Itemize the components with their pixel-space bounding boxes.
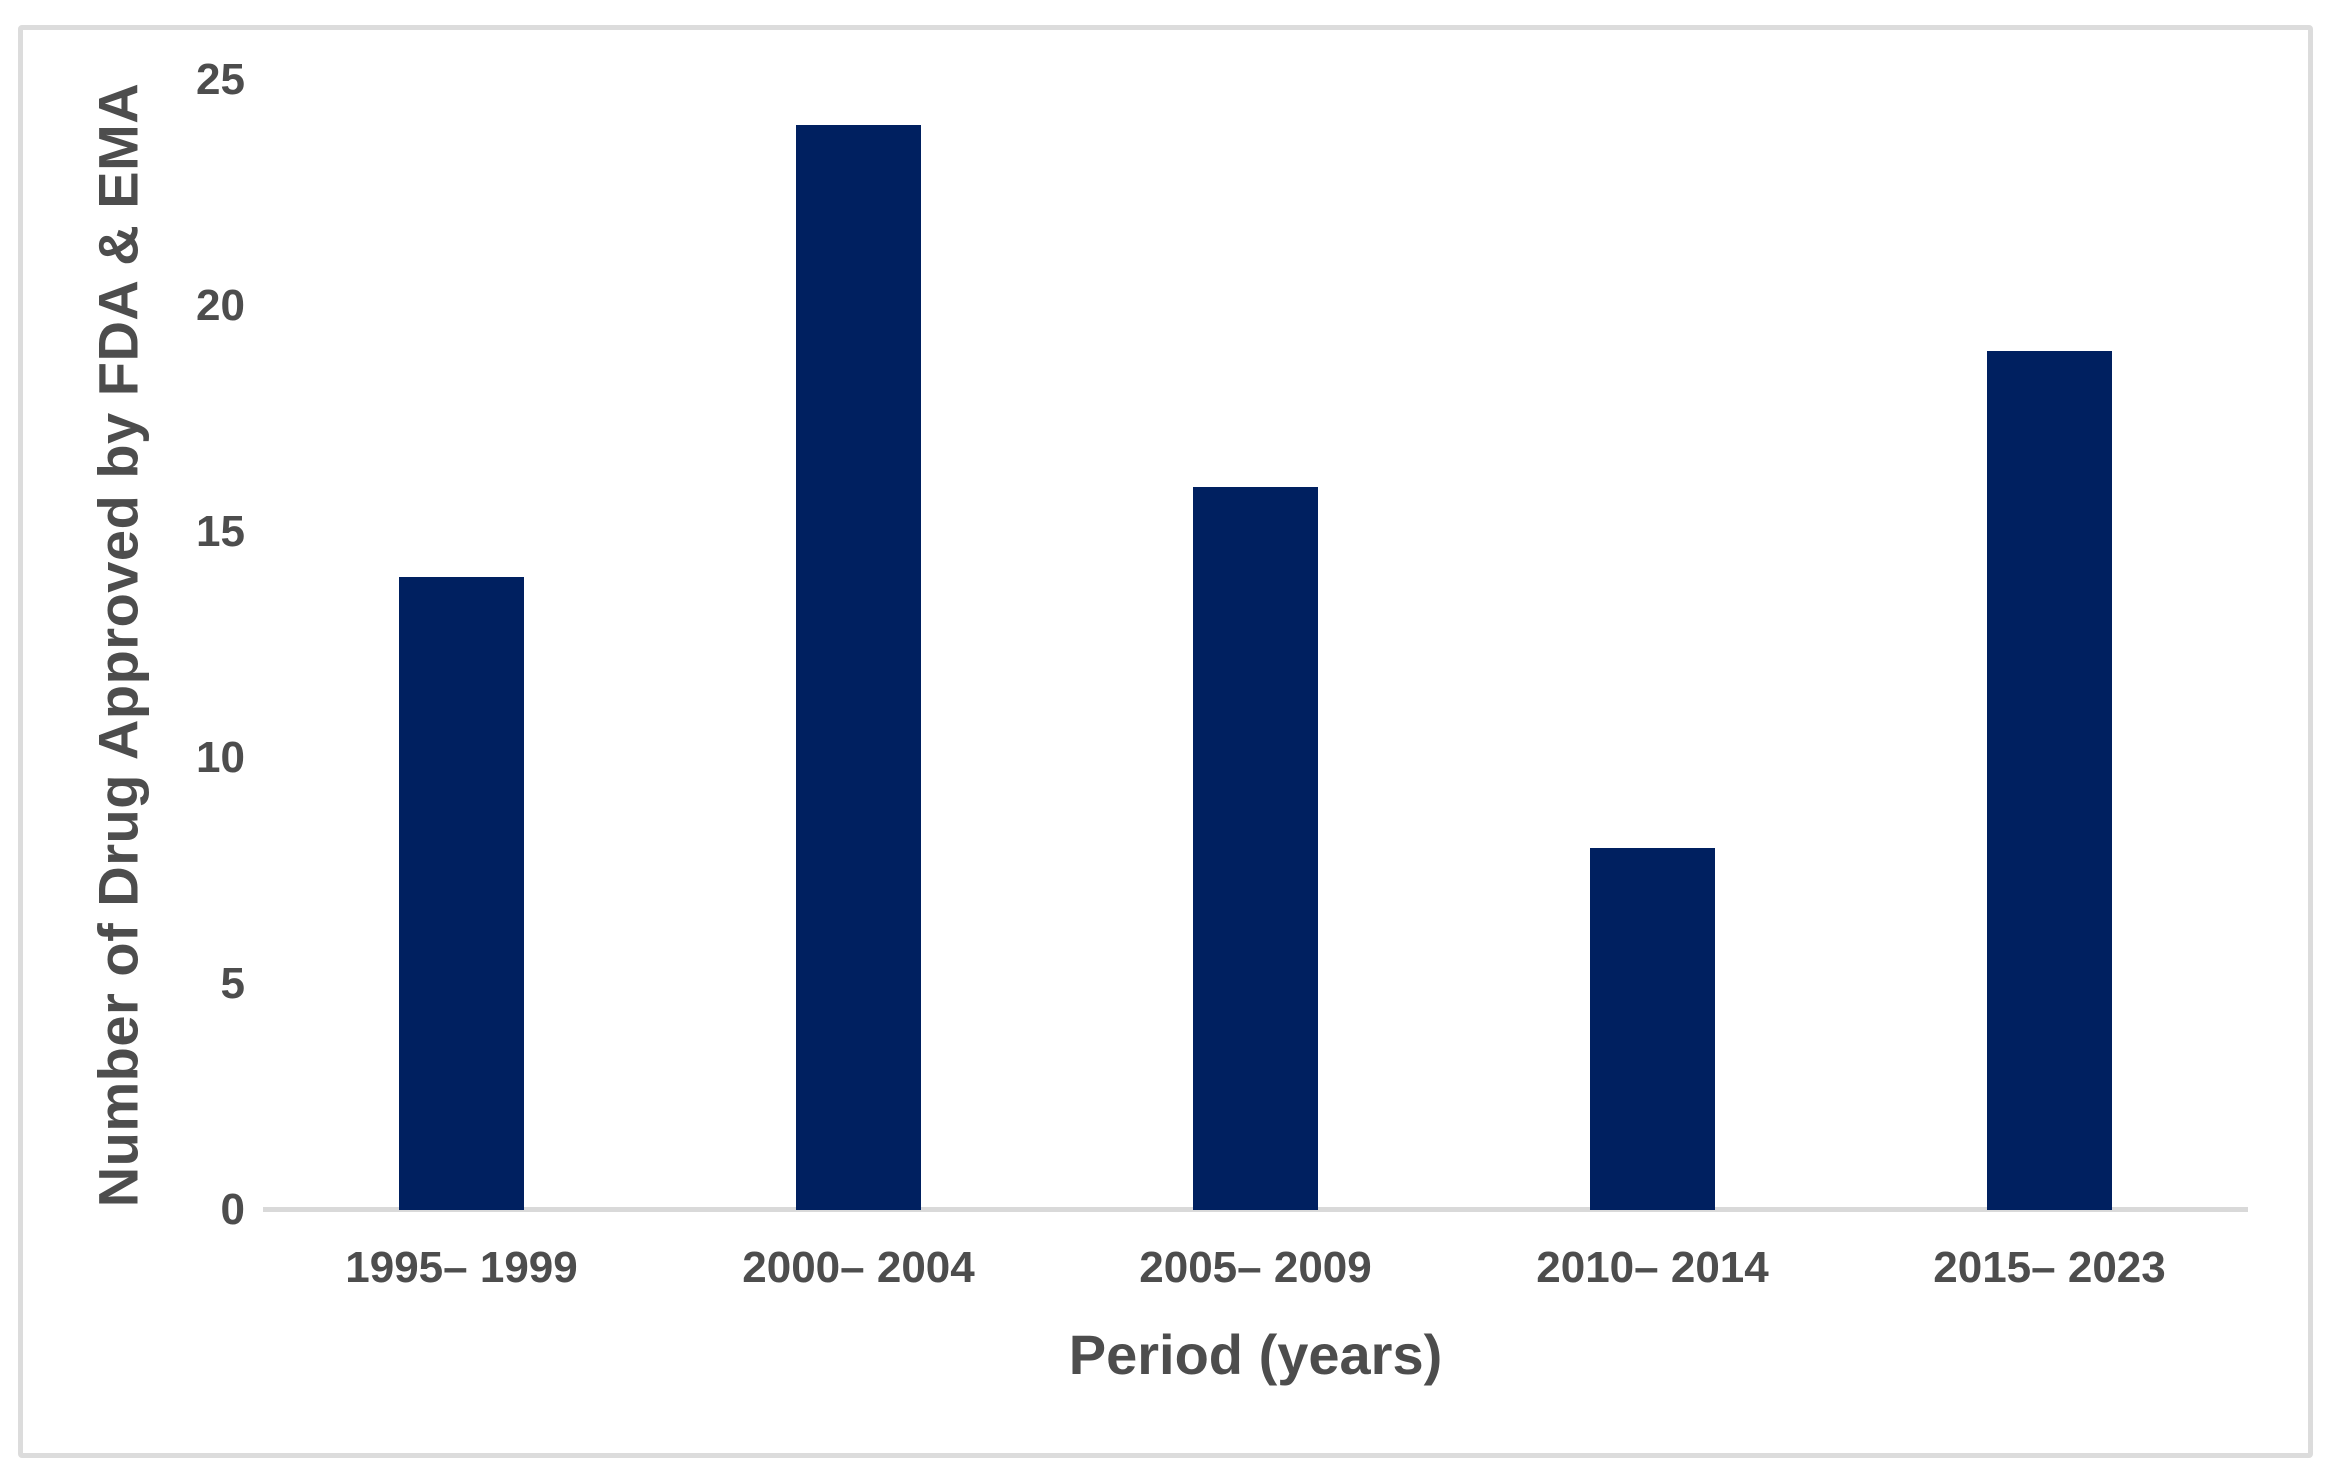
y-tick-label-20: 20 — [196, 281, 245, 330]
bar-slot-2 — [660, 80, 1057, 1210]
y-tick-label-25: 25 — [196, 55, 245, 104]
bar-slot-3 — [1057, 80, 1454, 1210]
y-tick-label-15: 15 — [196, 507, 245, 556]
y-tick-labels: 0 5 10 15 20 25 — [130, 55, 245, 1234]
x-category-labels: 1995– 1999 2000– 2004 2005– 2009 2010– 2014… — [263, 1243, 2248, 1293]
bar-1 — [399, 577, 524, 1210]
x-axis-title: Period (years) — [1068, 1323, 1443, 1386]
y-tick-label-0: 0 — [220, 1185, 245, 1234]
bar-slot-1 — [263, 80, 660, 1210]
bar-slot-4 — [1454, 80, 1851, 1210]
y-tick-label-5: 5 — [220, 959, 245, 1008]
x-category-label-5: 2015– 2023 — [1933, 1243, 2166, 1292]
y-tick-label-10: 10 — [196, 733, 245, 782]
x-category-label-3: 2005– 2009 — [1139, 1243, 1372, 1292]
plot-area — [263, 80, 2248, 1212]
bar-5 — [1987, 351, 2112, 1210]
bar-4 — [1590, 848, 1715, 1210]
bars-row — [263, 80, 2248, 1210]
bar-slot-5 — [1851, 80, 2248, 1210]
bar-3 — [1193, 486, 1318, 1210]
x-category-label-2: 2000– 2004 — [742, 1243, 975, 1292]
x-category-label-4: 2010– 2014 — [1536, 1243, 1769, 1292]
x-category-label-1: 1995– 1999 — [345, 1243, 578, 1292]
bar-2 — [796, 125, 921, 1210]
